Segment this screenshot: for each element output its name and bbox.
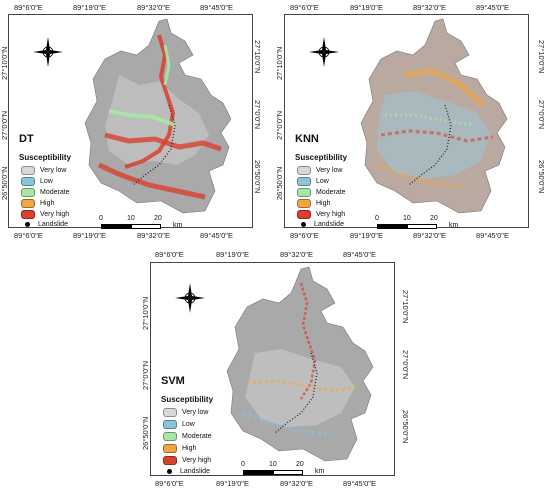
legend-item: Very high [21, 210, 69, 219]
lat-tick-label: 27°10'0"N [537, 40, 546, 74]
study-area-map [360, 18, 508, 214]
lon-tick-label: 89°32'0"E [413, 231, 446, 240]
model-label: KNN [295, 133, 319, 145]
scale-unit: km [449, 222, 459, 229]
lon-tick-label: 89°6'0"E [290, 3, 319, 12]
lat-tick-label: 27°0'0"N [0, 110, 9, 140]
lat-tick-label: 26°50'0"N [253, 160, 262, 194]
scale-unit: km [173, 222, 183, 229]
legend-title: Susceptibility [295, 153, 348, 162]
scale-bar [243, 470, 303, 475]
map-panel-svm: SVM Susceptibility Very low Low Moderate… [150, 262, 395, 476]
lat-tick-label: 27°0'0"N [253, 100, 262, 130]
lon-tick-label: 89°19'0"E [73, 3, 106, 12]
lon-tick-label: 89°19'0"E [216, 479, 249, 488]
scale-label: 20 [430, 215, 438, 222]
lat-tick-label: 26°50'0"N [0, 166, 9, 200]
lat-tick-label: 27°0'0"N [401, 350, 410, 380]
lon-tick-label: 89°6'0"E [14, 3, 43, 12]
lat-tick-label: 27°10'0"N [275, 46, 284, 80]
lon-tick-label: 89°45'0"E [200, 3, 233, 12]
legend-item: Low [163, 420, 195, 429]
lon-tick-label: 89°45'0"E [476, 3, 509, 12]
legend-item: Very low [163, 408, 208, 417]
lat-tick-label: 27°10'0"N [141, 296, 150, 330]
lon-tick-label: 89°32'0"E [137, 3, 170, 12]
lon-tick-label: 89°19'0"E [350, 3, 383, 12]
scale-label: 10 [403, 215, 411, 222]
study-area-map [226, 266, 374, 462]
compass-rose-icon [309, 37, 339, 67]
legend-landslide: Landslide [163, 468, 210, 475]
lon-tick-label: 89°32'0"E [413, 3, 446, 12]
compass-rose-icon [175, 283, 205, 313]
lon-tick-label: 89°45'0"E [200, 231, 233, 240]
legend-item: Low [21, 177, 53, 186]
lat-tick-label: 26°50'0"N [141, 416, 150, 450]
legend-item: High [297, 199, 330, 208]
lat-tick-label: 27°10'0"N [401, 290, 410, 324]
legend-title: Susceptibility [19, 153, 72, 162]
scale-label: 10 [127, 215, 135, 222]
legend-item: Very high [297, 210, 345, 219]
legend-item: Very low [21, 166, 66, 175]
lat-tick-label: 26°50'0"N [537, 160, 546, 194]
lat-tick-label: 27°10'0"N [0, 46, 9, 80]
lon-tick-label: 89°32'0"E [280, 250, 313, 259]
lon-tick-label: 89°45'0"E [343, 250, 376, 259]
scale-bar [377, 224, 437, 229]
scale-label: 20 [296, 461, 304, 468]
legend-landslide: Landslide [21, 221, 68, 228]
legend-title: Susceptibility [161, 395, 214, 404]
map-panel-knn: KNN Susceptibility Very low Low Moderate… [284, 14, 529, 229]
lon-tick-label: 89°19'0"E [216, 250, 249, 259]
lat-tick-label: 27°0'0"N [275, 110, 284, 140]
scale-label: 10 [269, 461, 277, 468]
lat-tick-label: 27°10'0"N [253, 40, 262, 74]
scale-label: 0 [375, 215, 379, 222]
scale-label: 20 [154, 215, 162, 222]
model-label: DT [19, 133, 34, 145]
map-panel-dt: DT Susceptibility Very low Low Moderate … [8, 14, 253, 229]
lon-tick-label: 89°6'0"E [290, 231, 319, 240]
lon-tick-label: 89°6'0"E [155, 479, 184, 488]
model-label: SVM [161, 375, 185, 387]
lon-tick-label: 89°6'0"E [14, 231, 43, 240]
scale-bar [101, 224, 161, 229]
lon-tick-label: 89°32'0"E [280, 479, 313, 488]
legend-landslide: Landslide [297, 221, 344, 228]
lat-tick-label: 26°50'0"N [401, 410, 410, 444]
legend-item: High [163, 444, 196, 453]
legend-item: Moderate [297, 188, 346, 197]
legend-item: Very low [297, 166, 342, 175]
legend-item: High [21, 199, 54, 208]
legend-item: Moderate [21, 188, 70, 197]
lat-tick-label: 27°0'0"N [537, 100, 546, 130]
legend-item: Moderate [163, 432, 212, 441]
lat-tick-label: 26°50'0"N [275, 166, 284, 200]
legend-item: Very high [163, 456, 211, 465]
lon-tick-label: 89°45'0"E [343, 479, 376, 488]
lon-tick-label: 89°19'0"E [350, 231, 383, 240]
lon-tick-label: 89°6'0"E [155, 250, 184, 259]
study-area-map [84, 18, 232, 214]
legend-item: Low [297, 177, 329, 186]
lon-tick-label: 89°32'0"E [137, 231, 170, 240]
scale-label: 0 [99, 215, 103, 222]
lat-tick-label: 27°0'0"N [141, 360, 150, 390]
scale-unit: km [315, 468, 325, 475]
lon-tick-label: 89°19'0"E [73, 231, 106, 240]
lon-tick-label: 89°45'0"E [476, 231, 509, 240]
scale-label: 0 [241, 461, 245, 468]
compass-rose-icon [33, 37, 63, 67]
